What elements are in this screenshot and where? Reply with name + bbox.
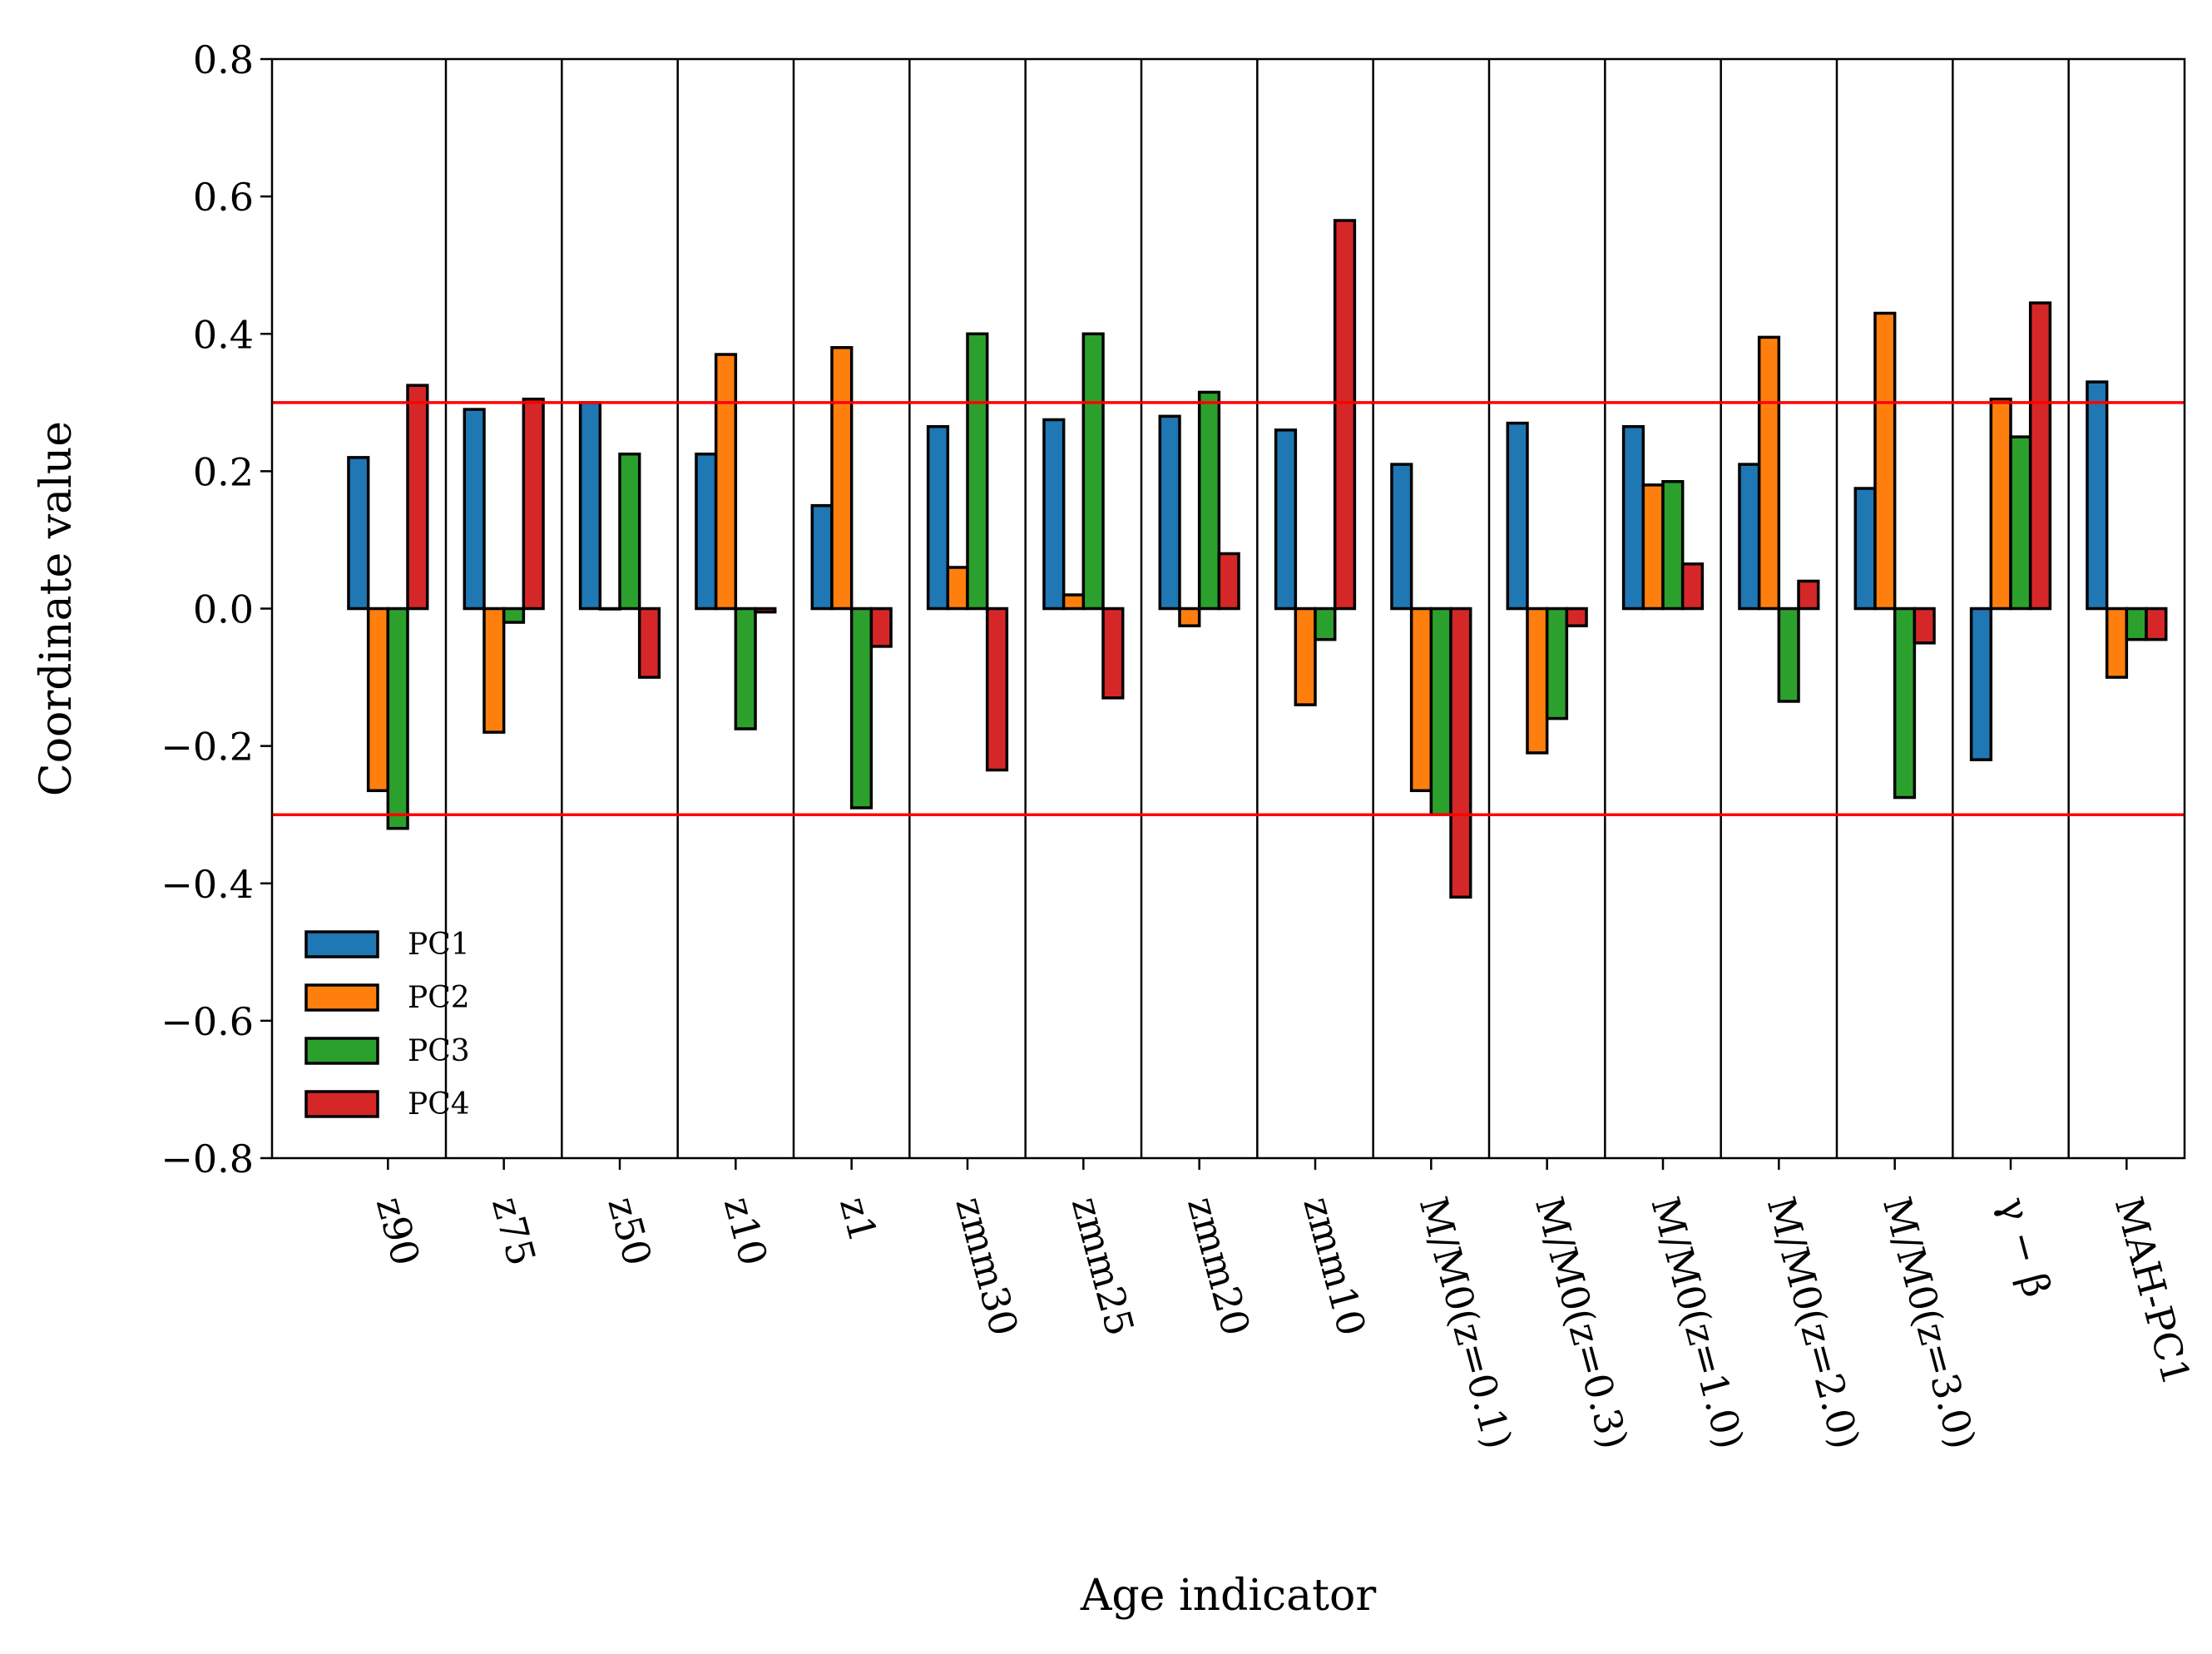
bar-pc3 <box>618 452 641 611</box>
legend-swatch <box>304 1037 379 1065</box>
bar-pc4 <box>2145 607 2168 641</box>
bar-pc2 <box>598 607 621 611</box>
bar-pc2 <box>1989 397 2012 611</box>
bar-pc4 <box>1333 219 1357 611</box>
bar-pc4 <box>754 607 777 614</box>
bar-pc3 <box>1429 607 1452 816</box>
bar-pc4 <box>1797 579 1820 611</box>
y-tick-label: −0.4 <box>161 862 254 907</box>
bar-pc3 <box>502 607 526 624</box>
bar-pc3 <box>1314 607 1337 641</box>
bar-pc1 <box>1738 463 1761 611</box>
bar-pc1 <box>1390 463 1413 611</box>
y-tick-label: 0.0 <box>193 587 254 632</box>
bar-pc4 <box>522 397 545 611</box>
bar-pc3 <box>2125 607 2148 641</box>
bar-pc3 <box>1081 332 1105 611</box>
legend-label: PC3 <box>408 1034 470 1068</box>
bar-pc3 <box>734 607 757 730</box>
y-axis: 0.8 0.6 0.4 0.2 0.0 −0.2 −0.4 −0.6 −0.8 <box>161 37 272 1181</box>
bar-pc2 <box>1294 607 1317 706</box>
bar-pc3 <box>966 332 989 611</box>
bar-pc3 <box>1197 390 1221 611</box>
bar-pc4 <box>869 607 893 648</box>
bar-pc2 <box>1526 607 1549 755</box>
bar-pc2 <box>1061 593 1086 611</box>
bar-pc2 <box>1641 483 1665 611</box>
y-tick-label: −0.2 <box>161 725 254 770</box>
legend-swatch <box>304 983 379 1012</box>
bar-pc2 <box>1757 335 1781 611</box>
legend-label: PC1 <box>408 928 470 962</box>
bar-pc4 <box>1449 607 1472 899</box>
y-tick-label: 0.8 <box>193 37 254 82</box>
bar-pc2 <box>1873 311 1897 611</box>
y-tick-label: 0.6 <box>193 175 254 220</box>
legend-label: PC2 <box>408 981 470 1015</box>
bar-pc1 <box>1042 418 1066 611</box>
legend-label: PC4 <box>408 1087 470 1122</box>
bar-pc2 <box>1178 607 1201 627</box>
bar-pc2 <box>366 607 390 793</box>
bar-pc1 <box>463 408 486 611</box>
bar-pc2 <box>714 353 738 611</box>
bar-pc1 <box>347 456 370 611</box>
category-separators <box>444 59 2070 1158</box>
plot-frame <box>270 57 2186 1160</box>
y-tick-label: −0.6 <box>161 999 254 1044</box>
bar-pc1 <box>1506 421 1529 611</box>
bar-pc1 <box>1158 414 1181 611</box>
bar-pc1 <box>1969 607 1993 761</box>
bar-pc2 <box>482 607 506 734</box>
bar-pc3 <box>386 607 409 830</box>
x-axis-label: Age indicator <box>1080 1571 1377 1621</box>
bar-pc4 <box>406 384 429 611</box>
bar-pc4 <box>1913 607 1936 645</box>
bar-pc1 <box>695 452 718 611</box>
bar-pc4 <box>2028 301 2052 611</box>
bar-pc1 <box>810 503 834 611</box>
reference-lines <box>272 401 2185 816</box>
bars <box>347 219 2168 899</box>
y-axis-label: Coordinate value <box>32 421 82 796</box>
bar-pc4 <box>985 607 1009 772</box>
bar-pc3 <box>1661 480 1685 611</box>
bar-pc2 <box>1409 607 1433 793</box>
bar-pc3 <box>849 607 873 810</box>
bar-pc3 <box>1545 607 1569 721</box>
y-tick-label: −0.8 <box>161 1137 254 1181</box>
legend: PC1 PC2 PC3 PC4 <box>304 928 470 1122</box>
bar-pc2 <box>2105 607 2129 679</box>
legend-swatch <box>304 930 379 958</box>
bar-pc4 <box>1101 607 1125 700</box>
bar-pc2 <box>830 346 854 611</box>
bar-pc1 <box>1621 424 1645 611</box>
bar-pc4 <box>637 607 661 679</box>
bar-pc1 <box>578 401 602 611</box>
bar-pc3 <box>1777 607 1800 703</box>
bar-pc1 <box>2086 380 2109 611</box>
bar-pc4 <box>1217 552 1240 611</box>
legend-swatch <box>304 1090 379 1118</box>
bar-pc4 <box>1680 562 1705 611</box>
bar-pc3 <box>1893 607 1917 800</box>
bar-pc4 <box>1565 607 1588 627</box>
bar-pc1 <box>1853 487 1877 611</box>
y-tick-label: 0.2 <box>193 449 254 494</box>
bar-pc2 <box>946 566 969 611</box>
bar-pc3 <box>2009 435 2032 611</box>
y-tick-label: 0.4 <box>193 312 254 357</box>
bar-pc1 <box>1274 428 1298 611</box>
bar-pc1 <box>926 424 950 611</box>
